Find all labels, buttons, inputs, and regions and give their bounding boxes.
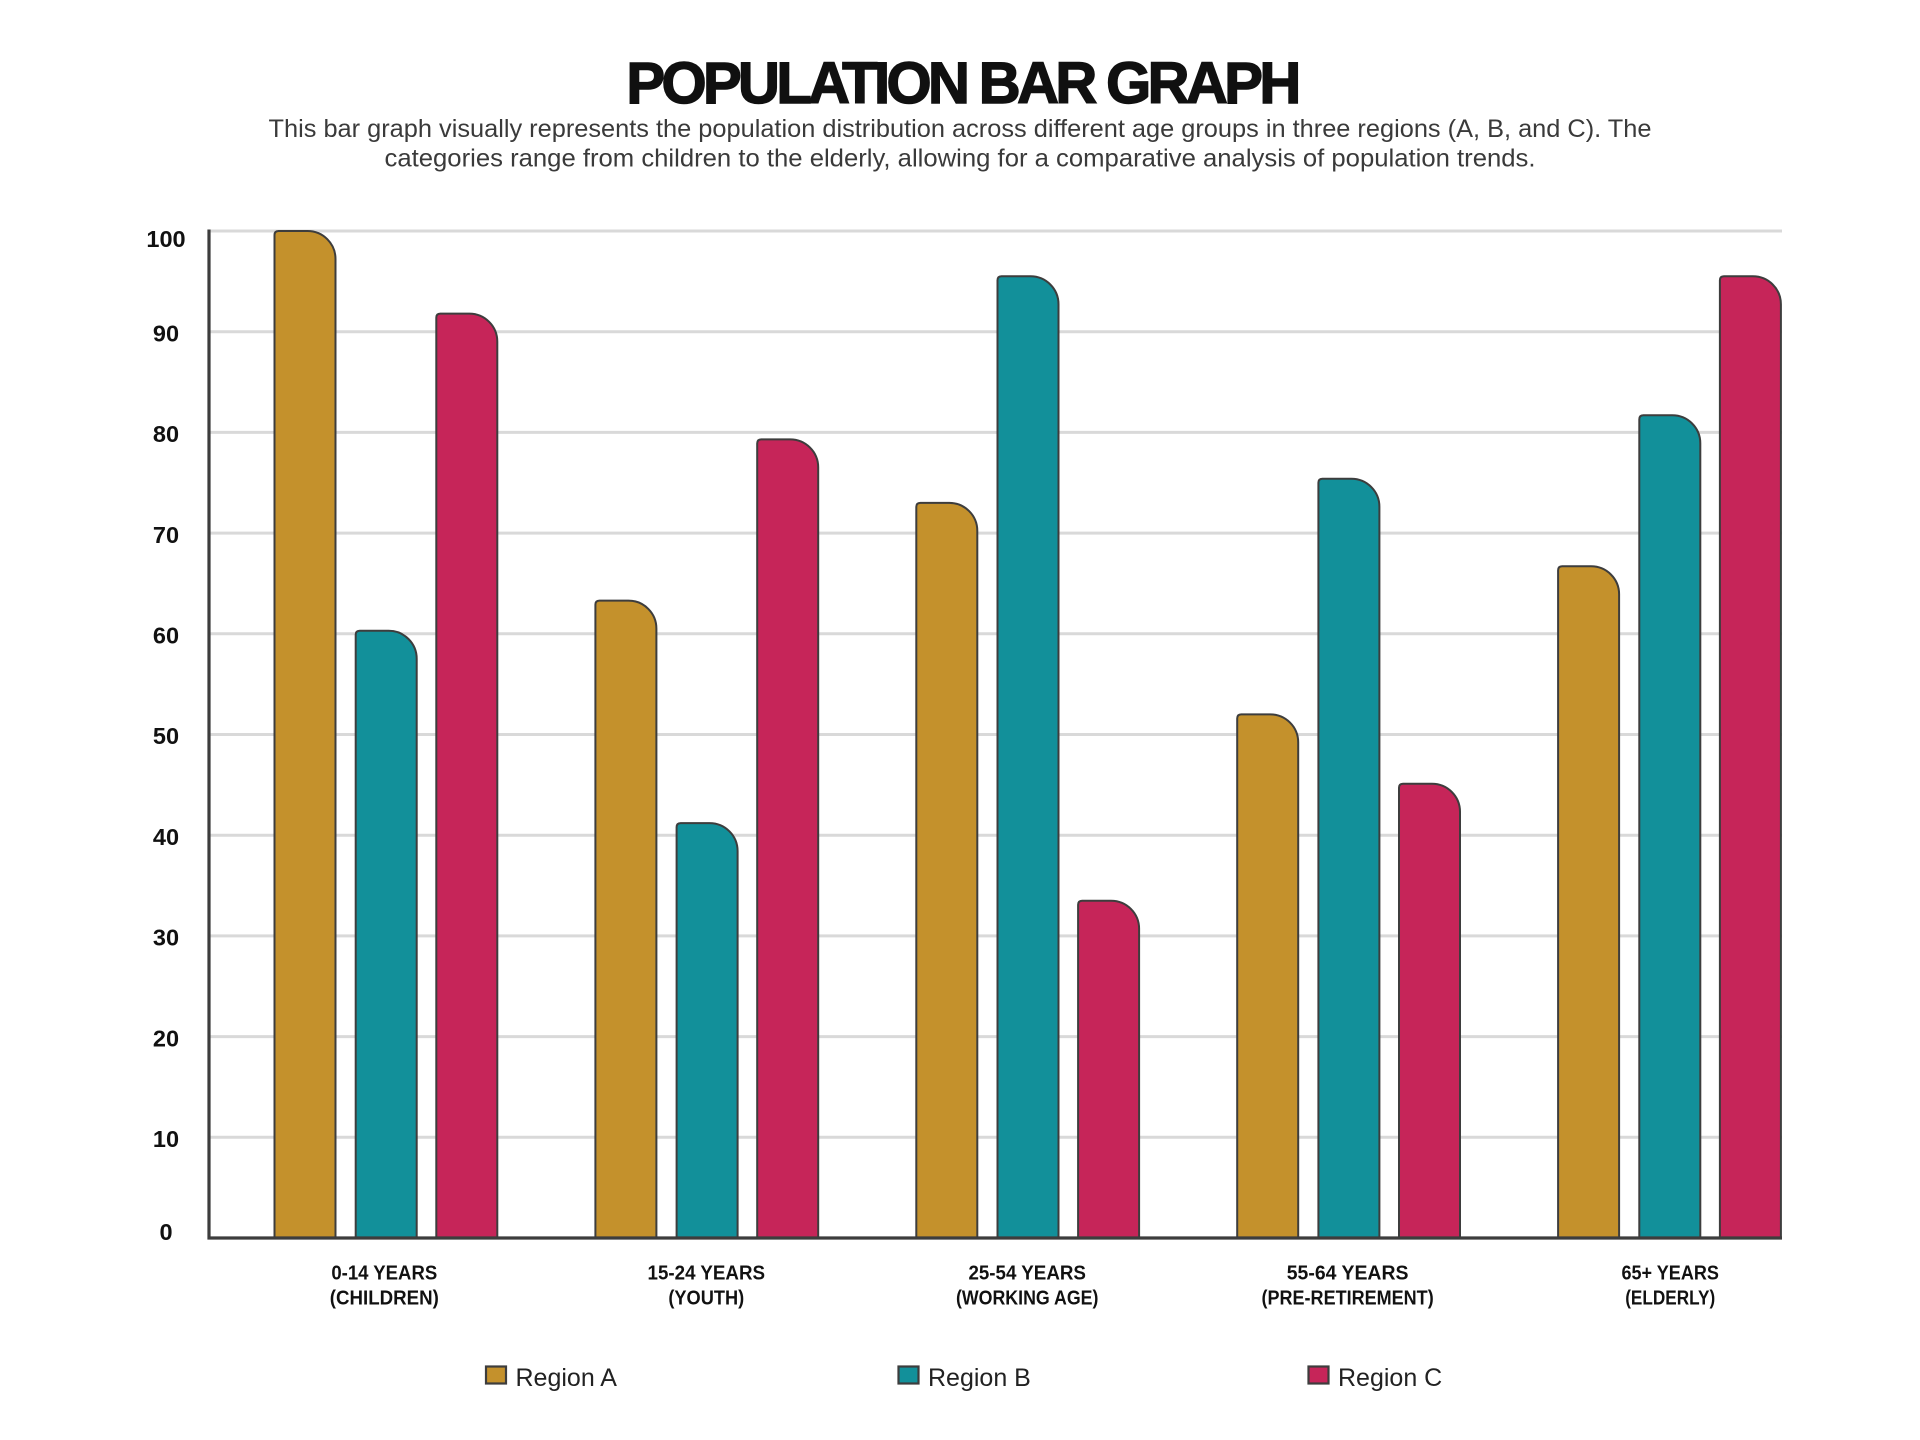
- svg-text:categories range from children: categories range from children to the el…: [385, 145, 1536, 173]
- svg-text:(ELDERLY): (ELDERLY): [1625, 1288, 1715, 1310]
- svg-text:POPULATION BAR GRAPH: POPULATION BAR GRAPH: [626, 51, 1297, 116]
- svg-text:Region A: Region A: [516, 1364, 618, 1392]
- svg-text:(YOUTH): (YOUTH): [668, 1288, 744, 1310]
- svg-text:Region B: Region B: [928, 1364, 1031, 1392]
- svg-text:65+ YEARS: 65+ YEARS: [1621, 1263, 1719, 1285]
- svg-text:(PRE-RETIREMENT): (PRE-RETIREMENT): [1262, 1288, 1434, 1310]
- svg-text:90: 90: [153, 320, 179, 346]
- svg-text:(WORKING AGE): (WORKING AGE): [956, 1288, 1099, 1310]
- svg-text:10: 10: [153, 1126, 179, 1152]
- svg-text:60: 60: [153, 623, 179, 649]
- svg-text:25-54 YEARS: 25-54 YEARS: [968, 1263, 1086, 1285]
- svg-text:55-64 YEARS: 55-64 YEARS: [1287, 1263, 1409, 1285]
- svg-text:15-24 YEARS: 15-24 YEARS: [648, 1263, 766, 1285]
- svg-text:This bar graph visually repres: This bar graph visually represents the p…: [269, 115, 1652, 143]
- svg-text:0: 0: [159, 1219, 172, 1245]
- svg-text:Region C: Region C: [1338, 1364, 1442, 1392]
- svg-text:70: 70: [153, 522, 179, 548]
- svg-text:0-14 YEARS: 0-14 YEARS: [331, 1263, 437, 1285]
- svg-text:30: 30: [153, 925, 179, 951]
- svg-text:40: 40: [153, 824, 179, 850]
- svg-text:(CHILDREN): (CHILDREN): [330, 1288, 439, 1310]
- svg-text:100: 100: [146, 226, 185, 252]
- svg-text:80: 80: [153, 421, 179, 447]
- svg-text:20: 20: [153, 1025, 179, 1051]
- svg-text:50: 50: [153, 723, 179, 749]
